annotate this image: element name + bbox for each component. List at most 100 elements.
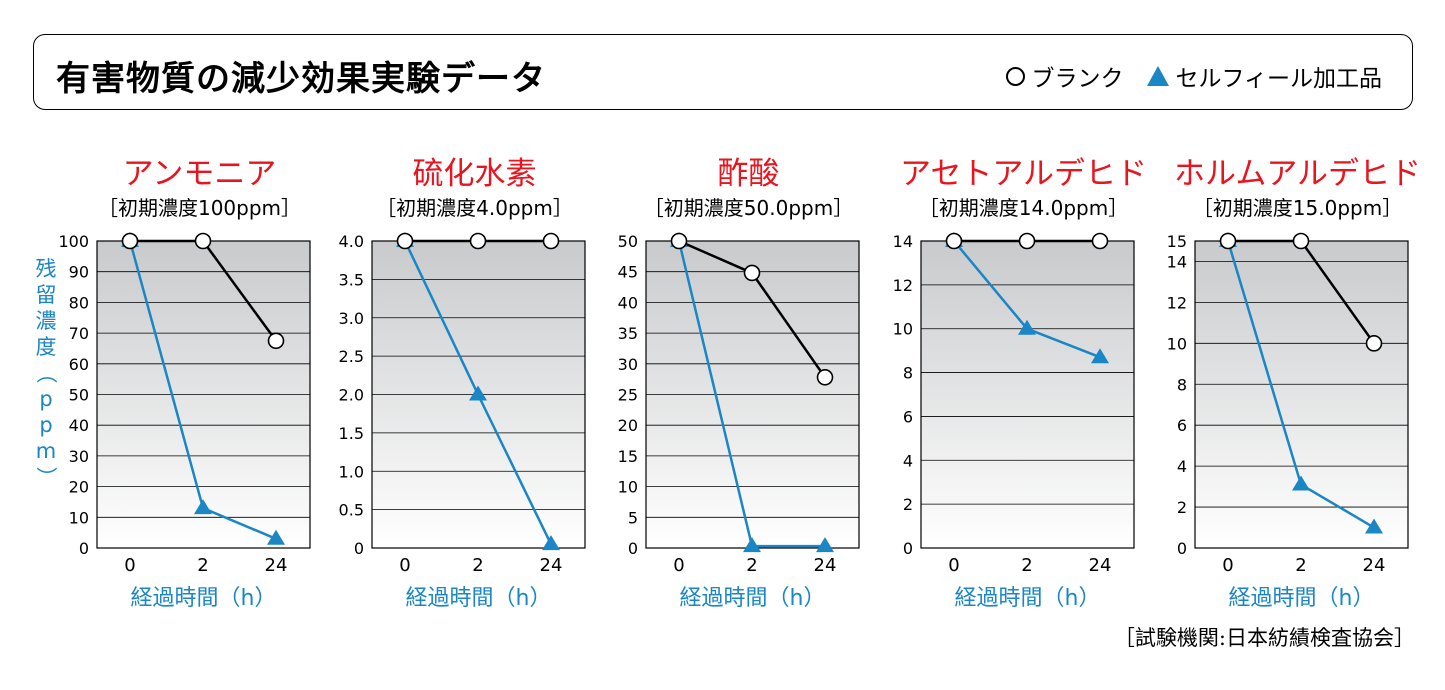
data-point-treated <box>1018 319 1036 335</box>
chart-subtitle: ［初期濃度14.0ppm］ <box>919 196 1128 220</box>
x-tick-label: 24 <box>540 555 563 576</box>
data-point-blank <box>1219 232 1237 250</box>
chart-panel-3: 酢酸 ［初期濃度50.0ppm］ 0 5 10 15 20 25 30 35 40 45 50 0 2 24 経… <box>618 156 860 611</box>
data-point-treated <box>267 529 285 545</box>
y-tick-label: 3.0 <box>339 309 364 328</box>
plot-background <box>1195 241 1408 548</box>
x-tick-label: 0 <box>948 555 959 576</box>
x-axis-label: 経過時間（h） <box>406 586 552 611</box>
y-tick-label: 80 <box>69 293 89 312</box>
y-tick-label: 6 <box>1177 416 1187 435</box>
chart-subtitle: ［初期濃度50.0ppm］ <box>644 196 853 220</box>
data-point-blank <box>1091 232 1109 250</box>
y-tick-label: 3.5 <box>339 270 364 289</box>
y-tick-label: 40 <box>618 293 638 312</box>
y-tick-label: 8 <box>1177 375 1187 394</box>
legend-label-blank: ブランク <box>1031 66 1124 92</box>
data-point-blank <box>121 232 139 250</box>
data-point-blank <box>396 232 414 250</box>
y-tick-label: 2 <box>1177 498 1187 517</box>
y-tick-label: 40 <box>69 416 89 435</box>
chart-panel-1: アンモニア ［初期濃度100ppm］ 0 10 20 30 40 50 60 70 80 90 100 0… <box>58 156 311 611</box>
chart-title: 硫化水素 <box>413 156 537 192</box>
data-point-blank <box>743 264 761 282</box>
x-tick-label: 0 <box>399 555 410 576</box>
y-tick-label: 50 <box>618 232 638 251</box>
y-tick-label: 90 <box>69 263 89 282</box>
y-tick-label: 35 <box>618 324 638 343</box>
y-tick-label: 2 <box>903 495 913 514</box>
chart-subtitle: ［初期濃度4.0ppm］ <box>376 196 573 220</box>
y-tick-label: 20 <box>69 478 89 497</box>
x-axis-label: 経過時間（h） <box>680 586 826 611</box>
y-tick-label: 0.5 <box>339 501 364 520</box>
y-tick-label: 15 <box>1167 232 1187 251</box>
x-tick-label: 2 <box>1295 555 1306 576</box>
credit-note: ［試験機関:日本紡績検査協会］ <box>1113 626 1415 650</box>
chart-title: ホルムアルデヒド <box>1174 156 1421 192</box>
data-point-treated <box>194 499 212 515</box>
y-tick-label: 2.5 <box>339 347 364 366</box>
y-tick-label: 50 <box>69 386 89 405</box>
x-tick-label: 24 <box>814 555 837 576</box>
y-tick-label: 12 <box>893 276 913 295</box>
page-title: 有害物質の減少効果実験データ <box>56 59 546 99</box>
y-tick-label: 100 <box>58 232 89 251</box>
chart-subtitle: ［初期濃度15.0ppm］ <box>1193 196 1402 220</box>
y-axis-label-char: 留 <box>36 283 57 307</box>
x-tick-label: 0 <box>673 555 684 576</box>
data-point-treated <box>542 535 560 551</box>
data-point-blank <box>1018 232 1036 250</box>
y-tick-label: 6 <box>903 407 913 426</box>
x-tick-label: 2 <box>472 555 483 576</box>
data-point-blank <box>542 232 560 250</box>
y-tick-label: 60 <box>69 355 89 374</box>
data-point-blank <box>1365 335 1383 352</box>
x-axis-label: 経過時間（h） <box>1229 586 1375 611</box>
circle-icon <box>1006 66 1026 86</box>
data-point-treated <box>469 385 487 401</box>
x-axis-label: 経過時間（h） <box>131 586 277 611</box>
y-tick-label: 0 <box>79 539 89 558</box>
y-axis-label-char: ） <box>34 467 58 488</box>
y-tick-label: 10 <box>618 478 638 497</box>
y-tick-label: 10 <box>1167 334 1187 353</box>
x-tick-label: 24 <box>265 555 288 576</box>
x-axis-label: 経過時間（h） <box>955 586 1101 611</box>
y-axis-label-char: m <box>36 439 56 463</box>
y-tick-label: 2.0 <box>339 386 364 405</box>
legend: ブランク セルフィール加工品 <box>982 59 1382 93</box>
data-point-treated <box>1365 518 1383 534</box>
y-axis-label-char: p <box>39 387 52 411</box>
x-tick-label: 0 <box>1222 555 1233 576</box>
y-tick-label: 5 <box>628 508 638 527</box>
y-tick-label: 14 <box>1167 252 1187 271</box>
data-point-blank <box>816 369 834 386</box>
y-tick-label: 8 <box>903 364 913 383</box>
x-tick-label: 2 <box>1021 555 1032 576</box>
x-tick-label: 2 <box>746 555 757 576</box>
data-point-blank <box>1292 232 1310 250</box>
chart-title: 酢酸 <box>718 156 780 192</box>
data-point-blank <box>267 332 285 350</box>
y-tick-label: 0 <box>628 539 638 558</box>
y-tick-label: 70 <box>69 324 89 343</box>
chart-subtitle: ［初期濃度100ppm］ <box>98 196 301 220</box>
data-point-blank <box>194 232 212 250</box>
y-tick-label: 10 <box>893 320 913 339</box>
x-tick-label: 2 <box>197 555 208 576</box>
legend-item-treated: セルフィール加工品 <box>1147 59 1382 93</box>
y-tick-label: 25 <box>618 386 638 405</box>
chart-panel-2: 硫化水素 ［初期濃度4.0ppm］ 0 0.5 1.0 1.5 2.0 2.5 3.0 3.5 4.… <box>339 156 586 611</box>
y-tick-label: 10 <box>69 508 89 527</box>
y-tick-label: 14 <box>893 232 913 251</box>
y-tick-label: 45 <box>618 263 638 282</box>
x-tick-label: 0 <box>124 555 135 576</box>
data-point-blank <box>469 232 487 250</box>
y-tick-label: 1.5 <box>339 424 364 443</box>
y-tick-label: 0 <box>354 539 364 558</box>
y-tick-label: 4 <box>1177 457 1187 476</box>
data-point-treated <box>743 537 761 553</box>
